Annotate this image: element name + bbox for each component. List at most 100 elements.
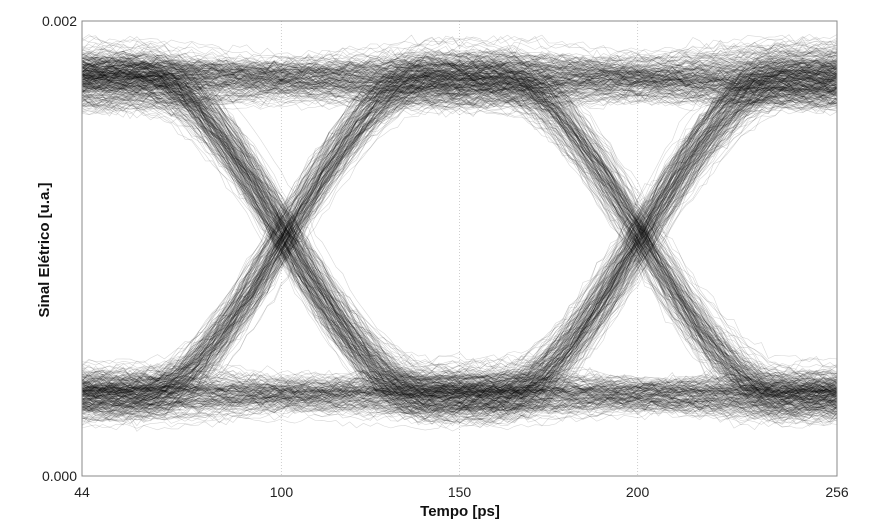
signal-trace xyxy=(81,81,838,426)
signal-trace xyxy=(81,86,837,414)
signal-trace xyxy=(81,66,838,394)
signal-trace xyxy=(81,71,838,395)
signal-trace xyxy=(81,52,838,410)
signal-trace xyxy=(81,382,838,402)
signal-trace xyxy=(81,70,838,408)
signal-trace xyxy=(81,58,838,396)
signal-trace xyxy=(81,63,838,393)
signal-trace xyxy=(81,43,838,80)
signal-trace xyxy=(81,72,838,402)
signal-trace xyxy=(81,60,838,419)
y-tick-label: 0.000 xyxy=(42,468,77,484)
signal-trace xyxy=(81,390,838,422)
signal-trace xyxy=(81,59,838,96)
signal-trace xyxy=(81,61,838,414)
signal-trace xyxy=(81,77,838,397)
signal-trace xyxy=(81,61,838,388)
signal-trace xyxy=(81,69,838,381)
signal-trace xyxy=(81,58,838,396)
signal-trace xyxy=(81,93,838,391)
signal-trace xyxy=(81,68,838,400)
signal-trace xyxy=(81,77,838,427)
signal-trace xyxy=(81,60,838,397)
signal-trace xyxy=(81,53,838,395)
signal-trace xyxy=(81,92,838,397)
signal-trace xyxy=(81,57,838,388)
signal-trace xyxy=(81,80,838,400)
signal-trace xyxy=(81,87,838,108)
signal-trace xyxy=(81,367,838,414)
signal-trace xyxy=(81,376,838,406)
signal-trace xyxy=(81,79,838,416)
signal-trace xyxy=(81,62,838,400)
signal-trace xyxy=(82,60,838,407)
signal-trace xyxy=(81,70,838,410)
signal-trace xyxy=(81,76,838,409)
signal-trace xyxy=(81,79,838,392)
signal-trace xyxy=(81,383,838,416)
signal-trace xyxy=(81,38,838,398)
signal-trace xyxy=(81,87,838,417)
signal-trace xyxy=(81,73,838,411)
signal-trace xyxy=(81,73,838,385)
signal-trace xyxy=(81,88,838,389)
signal-trace xyxy=(81,62,838,403)
signal-trace xyxy=(81,53,838,387)
signal-trace xyxy=(81,67,838,418)
signal-trace xyxy=(81,70,838,400)
signal-trace xyxy=(81,38,838,400)
signal-trace xyxy=(81,81,838,401)
signal-trace xyxy=(81,62,838,92)
signal-trace xyxy=(81,52,838,420)
x-tick-label: 200 xyxy=(626,484,650,500)
signal-trace xyxy=(81,95,838,410)
signal-trace xyxy=(81,56,838,407)
signal-trace xyxy=(81,76,838,417)
signal-trace xyxy=(81,48,838,402)
signal-trace xyxy=(81,34,838,91)
signal-trace xyxy=(81,51,838,396)
signal-trace xyxy=(81,383,838,418)
signal-trace xyxy=(81,74,838,108)
signal-trace xyxy=(81,65,838,390)
signal-trace xyxy=(81,72,838,396)
signal-trace xyxy=(81,83,838,107)
signal-trace xyxy=(81,63,838,99)
signal-trace xyxy=(81,389,838,416)
signal-trace xyxy=(81,376,838,397)
signal-trace xyxy=(81,56,838,423)
signal-trace xyxy=(81,82,838,398)
signal-trace xyxy=(81,83,837,397)
signal-trace xyxy=(81,68,838,411)
signal-trace xyxy=(81,364,838,398)
signal-trace xyxy=(81,372,838,407)
signal-trace xyxy=(81,370,838,426)
signal-trace xyxy=(81,77,838,395)
signal-trace xyxy=(81,65,838,95)
signal-trace xyxy=(81,88,838,417)
signal-trace xyxy=(81,64,838,401)
signal-trace xyxy=(81,80,838,410)
signal-trace xyxy=(81,78,838,395)
signal-trace xyxy=(81,64,838,389)
signal-trace xyxy=(81,58,838,399)
signal-trace xyxy=(82,49,838,394)
signal-trace xyxy=(81,54,838,386)
signal-trace xyxy=(81,72,838,402)
signal-trace xyxy=(81,49,838,422)
signal-trace xyxy=(81,70,838,423)
signal-trace xyxy=(81,61,838,403)
signal-trace xyxy=(81,92,838,413)
signal-trace xyxy=(81,56,838,413)
signal-trace xyxy=(81,51,838,390)
signal-trace xyxy=(81,72,838,416)
signal-trace xyxy=(81,77,838,413)
signal-trace xyxy=(81,66,838,397)
signal-trace xyxy=(81,71,838,418)
signal-trace xyxy=(81,60,838,95)
signal-trace xyxy=(81,80,838,390)
signal-trace xyxy=(81,76,838,390)
signal-trace xyxy=(81,55,838,398)
signal-trace xyxy=(81,95,838,403)
signal-trace xyxy=(81,36,838,100)
